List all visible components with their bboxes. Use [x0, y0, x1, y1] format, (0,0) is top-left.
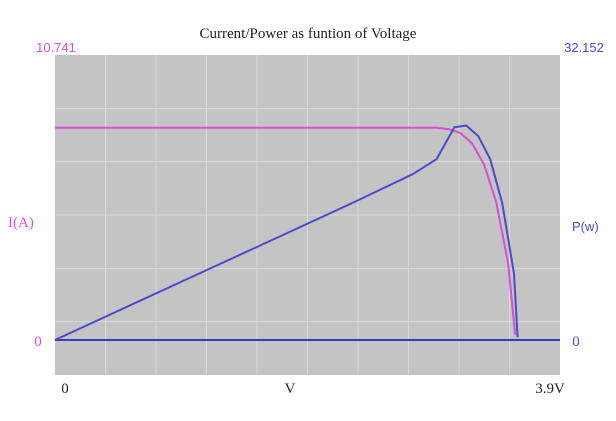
y-right-axis-label: P(w)	[572, 219, 599, 234]
x-max-tick-label: 3.9V	[535, 381, 565, 397]
plot-area	[54, 55, 560, 375]
x-min-tick-label: 0	[61, 381, 69, 397]
power-series-line	[54, 124, 519, 341]
x-axis-label: V	[285, 381, 296, 397]
chart-title: Current/Power as funtion of Voltage	[200, 26, 417, 42]
y-left-max-tick-label: 10.741	[36, 40, 76, 55]
y-left-min-tick-label: 0	[34, 334, 42, 350]
y-right-max-tick-label: 32.152	[564, 40, 604, 55]
current-series-line	[55, 126, 517, 335]
y-left-axis-label: I(A)	[8, 215, 34, 231]
y-right-min-tick-label: 0	[572, 334, 580, 350]
